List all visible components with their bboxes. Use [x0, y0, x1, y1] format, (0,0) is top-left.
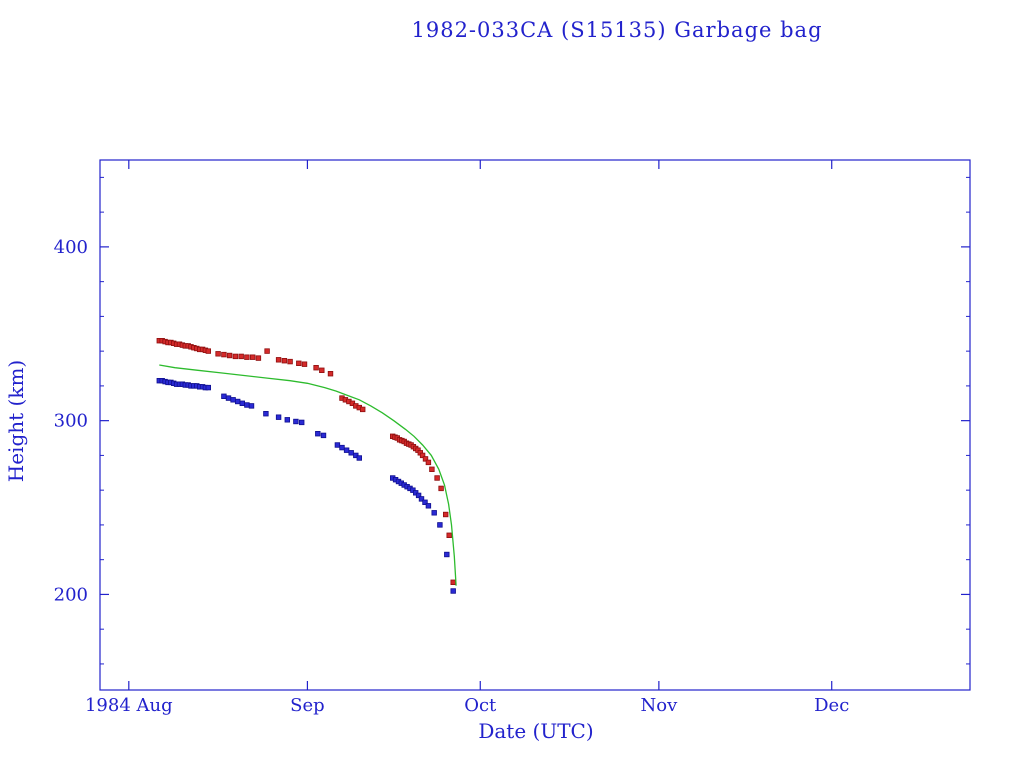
perigee-height-marker [275, 414, 282, 420]
apogee-height-marker [301, 361, 308, 367]
y-tick-label: 300 [54, 411, 88, 432]
x-tick-label: Oct [464, 695, 497, 716]
apogee-height-marker [425, 459, 432, 466]
apogee-height-marker [446, 532, 452, 538]
apogee-height-marker [238, 353, 244, 360]
perigee-height-marker [431, 510, 437, 516]
perigee-height-marker [284, 417, 290, 423]
apogee-height-marker [287, 358, 293, 365]
apogee-height-marker [434, 475, 440, 481]
perigee-height-marker [230, 397, 236, 403]
perigee-height-marker [225, 395, 232, 401]
y-tick-label: 400 [54, 237, 88, 258]
chart-title: 1982-033CA (S15135) Garbage bag [411, 18, 823, 42]
perigee-height-marker [293, 418, 299, 425]
apogee-height-marker [296, 360, 302, 366]
apogee-height-marker [249, 354, 256, 360]
apogee-height-marker [275, 357, 282, 363]
perigee-height-marker [244, 402, 250, 408]
perigee-height-marker [418, 496, 425, 502]
apogee-height-marker [442, 511, 449, 518]
y-tick-label: 200 [54, 584, 88, 605]
apogee-height-marker [281, 357, 288, 364]
x-tick-label: 1984 Aug [85, 695, 173, 716]
apogee-height-marker [205, 348, 211, 354]
perigee-height-marker [356, 455, 362, 461]
perigee-height-marker [239, 400, 245, 406]
x-tick-label: Dec [814, 695, 849, 716]
apogee-height-marker [255, 355, 262, 361]
apogee-height-marker [319, 367, 325, 373]
apogee-height-marker [215, 351, 221, 357]
perigee-height-marker [221, 393, 227, 399]
perigee-height-marker [320, 432, 327, 439]
apogee-height-marker [327, 370, 334, 377]
apogee-height-marker [232, 353, 239, 360]
apogee-height-marker [419, 452, 426, 459]
perigee-height-marker [422, 499, 428, 505]
perigee-height-marker [415, 492, 422, 499]
x-tick-label: Nov [640, 695, 678, 716]
apogee-height-marker [429, 466, 435, 472]
apogee-height-marker [313, 364, 319, 371]
perigee-height-marker [298, 419, 305, 426]
perigee-height-marker [348, 450, 354, 456]
perigee-height-marker [343, 447, 350, 453]
apogee-height-marker [264, 348, 270, 354]
apogee-height-marker [226, 352, 233, 359]
apogee-height-marker [244, 354, 250, 360]
perigee-height-marker [248, 403, 255, 409]
perigee-height-marker [205, 384, 211, 391]
perigee-height-marker [263, 410, 269, 417]
perigee-height-marker [339, 444, 345, 451]
perigee-height-marker [234, 398, 241, 405]
x-axis-label: Date (UTC) [478, 719, 594, 743]
perigee-height-marker [444, 551, 450, 558]
perigee-height-marker [437, 522, 443, 528]
apogee-height-marker [438, 485, 444, 492]
perigee-height-marker [425, 503, 432, 509]
perigee-height-marker [334, 442, 341, 448]
plot-frame [99, 159, 971, 691]
apogee-height-marker [221, 351, 227, 358]
perigee-height-marker [450, 588, 456, 594]
mean-height-line [159, 364, 457, 586]
apogee-height-marker [450, 579, 456, 585]
x-tick-label: Sep [290, 695, 325, 716]
apogee-height-marker [422, 456, 429, 462]
apogee-height-marker [359, 406, 366, 413]
perigee-height-marker [315, 430, 321, 437]
